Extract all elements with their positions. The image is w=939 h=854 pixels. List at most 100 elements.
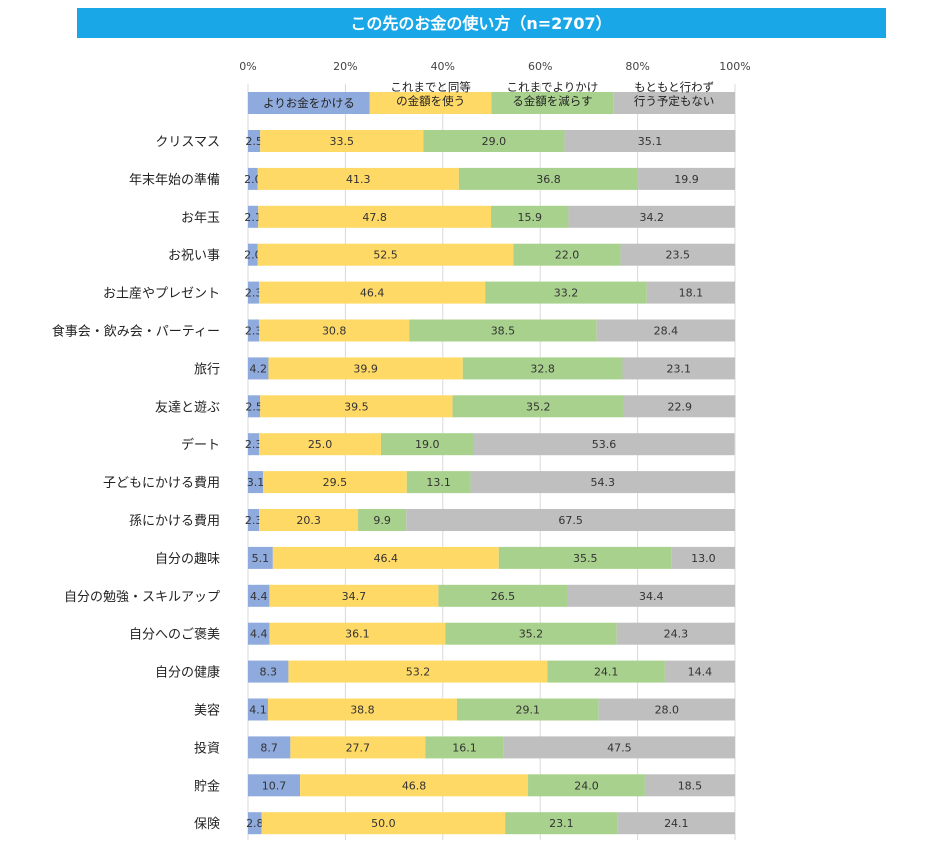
data-label: 36.8 bbox=[536, 173, 561, 186]
bar-segment bbox=[259, 509, 359, 531]
bar-segment bbox=[248, 395, 261, 418]
data-label: 18.1 bbox=[679, 287, 704, 300]
data-label: 2.5 bbox=[245, 135, 263, 148]
bar-segment bbox=[248, 471, 264, 494]
legend-label: これまでと同等 bbox=[390, 80, 471, 94]
bar-segment bbox=[248, 736, 291, 759]
legend-label: これまでよりかけ bbox=[506, 80, 598, 94]
bar-segment bbox=[260, 130, 424, 152]
data-label: 54.3 bbox=[591, 476, 616, 489]
data-label: 46.4 bbox=[360, 287, 385, 300]
data-label: 20.3 bbox=[296, 514, 321, 527]
bar-segment bbox=[257, 167, 459, 190]
data-label: 38.5 bbox=[491, 325, 516, 338]
bar-segment bbox=[248, 130, 261, 152]
bar-segment bbox=[547, 660, 665, 683]
data-label: 35.2 bbox=[526, 400, 551, 413]
data-label: 35.5 bbox=[573, 552, 598, 565]
data-label: 23.1 bbox=[549, 817, 574, 830]
bar-segment bbox=[248, 167, 258, 190]
chart-title: この先のお金の使い方（n=2707） bbox=[350, 14, 611, 33]
data-label: 2.3 bbox=[245, 287, 263, 300]
bar-segment bbox=[248, 812, 262, 835]
bar-segment bbox=[491, 205, 569, 228]
bar-segment bbox=[425, 736, 504, 759]
bar-segment bbox=[248, 319, 260, 342]
bar-segment bbox=[248, 281, 260, 304]
bar-segment bbox=[258, 205, 492, 228]
data-label: 8.3 bbox=[259, 666, 277, 679]
legend-label: る金額を減らす bbox=[512, 94, 592, 108]
category-label: 自分へのご褒美 bbox=[129, 627, 220, 643]
category-label: 子どもにかける費用 bbox=[103, 476, 220, 491]
data-label: 33.5 bbox=[329, 135, 354, 148]
bar-segment bbox=[288, 660, 548, 683]
data-label: 35.2 bbox=[519, 628, 544, 641]
data-label: 29.0 bbox=[482, 135, 507, 148]
bar-segment bbox=[567, 584, 735, 607]
bar-segment bbox=[269, 584, 439, 607]
category-label: デート bbox=[181, 437, 220, 453]
data-label: 2.8 bbox=[246, 817, 264, 830]
bar-segment bbox=[473, 433, 735, 456]
data-label: 19.9 bbox=[674, 173, 699, 186]
data-label: 2.1 bbox=[244, 211, 262, 224]
data-label: 2.0 bbox=[244, 173, 262, 186]
data-label: 39.9 bbox=[353, 362, 378, 375]
category-label: お年玉 bbox=[181, 211, 220, 226]
bar-segment bbox=[616, 622, 735, 645]
bar-segment bbox=[263, 471, 407, 494]
bar-segment bbox=[646, 281, 735, 304]
bar-segment bbox=[423, 130, 565, 152]
bar-segment bbox=[664, 660, 735, 683]
data-label: 32.8 bbox=[530, 362, 555, 375]
data-label: 33.2 bbox=[554, 287, 579, 300]
data-label: 26.5 bbox=[491, 590, 516, 603]
bar-segment bbox=[248, 433, 260, 456]
legend-swatch-0 bbox=[248, 92, 370, 114]
bars: 2.5 33.5 29.0 35.1 2.0 41.3 36.8 19.9 2.1 47.8 15.… bbox=[244, 130, 736, 835]
bar-segment bbox=[248, 357, 269, 380]
category-label: お土産やプレゼント bbox=[103, 286, 220, 302]
x-tick-label: 20% bbox=[333, 60, 357, 73]
bar-segment bbox=[248, 509, 260, 531]
data-label: 52.5 bbox=[373, 249, 398, 262]
category-label: クリスマス bbox=[155, 135, 220, 150]
bar-segment bbox=[470, 471, 735, 494]
bar-segment bbox=[452, 395, 624, 418]
x-tick-label: 80% bbox=[625, 60, 649, 73]
bar-segment bbox=[248, 546, 273, 569]
category-label: 自分の健康 bbox=[155, 665, 220, 681]
bar-segment bbox=[261, 812, 506, 835]
bar-segment bbox=[623, 395, 736, 418]
legend-label: もともと行わず bbox=[634, 80, 714, 94]
bar-segment bbox=[259, 433, 381, 456]
data-label: 41.3 bbox=[346, 173, 371, 186]
bar-segment bbox=[248, 622, 270, 645]
data-label: 24.3 bbox=[664, 628, 689, 641]
data-label: 67.5 bbox=[558, 514, 583, 527]
data-label: 4.1 bbox=[249, 704, 267, 717]
bar-segment bbox=[380, 433, 474, 456]
bar-segment bbox=[248, 584, 270, 607]
data-label: 10.7 bbox=[262, 779, 287, 792]
bar-segment bbox=[248, 698, 268, 721]
data-label: 39.5 bbox=[344, 400, 369, 413]
data-label: 2.3 bbox=[245, 438, 263, 451]
bar-segment bbox=[528, 774, 645, 797]
data-label: 4.2 bbox=[249, 362, 267, 375]
x-tick-label: 40% bbox=[431, 60, 455, 73]
bar-segment bbox=[248, 243, 258, 266]
data-label: 28.0 bbox=[655, 704, 680, 717]
data-label: 3.1 bbox=[247, 476, 265, 489]
category-label: 投資 bbox=[194, 740, 220, 756]
category-label: 旅行 bbox=[194, 362, 220, 377]
data-label: 24.1 bbox=[664, 817, 689, 830]
data-label: 34.2 bbox=[639, 211, 664, 224]
data-label: 25.0 bbox=[308, 438, 333, 451]
bar-segment bbox=[671, 546, 735, 569]
data-label: 19.0 bbox=[415, 438, 440, 451]
bar-segment bbox=[257, 243, 514, 266]
bar-segment bbox=[267, 698, 457, 721]
